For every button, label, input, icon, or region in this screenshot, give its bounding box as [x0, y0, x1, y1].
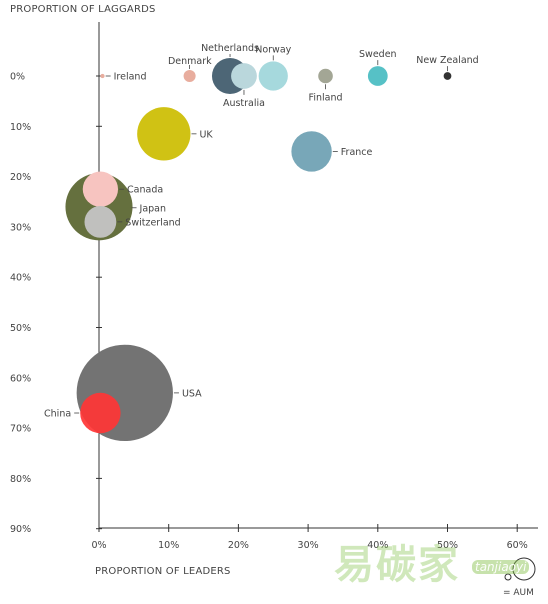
bubble-canada	[82, 171, 119, 207]
x-tick-label: 0%	[91, 540, 106, 551]
x-tick-label: 20%	[228, 540, 249, 551]
x-axis-title: PROPORTION OF LEADERS	[95, 566, 231, 577]
y-tick-label: 0%	[10, 72, 25, 83]
label-norway: Norway	[255, 44, 291, 55]
x-tick-label: 30%	[298, 540, 319, 551]
bubble-china	[80, 392, 121, 434]
y-tick-label: 80%	[10, 474, 31, 485]
y-axis-title: PROPORTION OF LAGGARDS	[10, 4, 156, 15]
y-tick-label: 70%	[10, 424, 31, 435]
label-finland: Finland	[309, 92, 343, 103]
y-tick-label: 30%	[10, 222, 31, 233]
y-tick-label: 60%	[10, 373, 31, 384]
label-netherlands: Netherlands	[201, 43, 259, 54]
size-legend-large-circle	[512, 557, 536, 581]
watermark-subtext: tanjiaoyi	[472, 560, 530, 574]
x-tick-label: 40%	[367, 540, 388, 551]
bubble-ireland	[100, 73, 105, 79]
watermark-logo: 易碳家	[334, 541, 460, 588]
bubble-finland	[318, 68, 333, 84]
label-australia: Australia	[223, 98, 265, 109]
bubble-uk	[137, 107, 191, 161]
bubble-sweden	[367, 66, 388, 86]
label-ireland: Ireland	[114, 72, 147, 83]
y-tick-label: 10%	[10, 122, 31, 133]
y-tick-label: 50%	[10, 323, 31, 334]
size-legend-small-circle	[504, 573, 512, 581]
label-usa: USA	[182, 388, 202, 399]
bubble-france	[291, 131, 332, 172]
x-tick-label: 60%	[507, 540, 528, 551]
label-japan: Japan	[139, 203, 167, 214]
label-switzerland: Switzerland	[125, 217, 180, 228]
bubble-norway	[258, 61, 288, 91]
label-denmark: Denmark	[168, 56, 212, 67]
label-france: France	[341, 147, 373, 158]
label-canada: Canada	[127, 185, 163, 196]
size-legend-label: = AUM	[503, 588, 534, 598]
bubble-denmark	[183, 69, 196, 83]
bubble-new-zealand	[443, 72, 452, 80]
label-china: China	[44, 409, 71, 420]
label-sweden: Sweden	[359, 49, 397, 60]
y-tick-label: 90%	[10, 524, 31, 535]
x-tick-label: 10%	[158, 540, 179, 551]
label-new-zealand: New Zealand	[416, 55, 478, 66]
y-tick-label: 40%	[10, 273, 31, 284]
label-uk: UK	[199, 129, 213, 140]
bubble-australia	[231, 63, 257, 89]
y-tick-label: 20%	[10, 172, 31, 183]
bubble-switzerland	[84, 205, 117, 238]
x-tick-label: 50%	[437, 540, 458, 551]
